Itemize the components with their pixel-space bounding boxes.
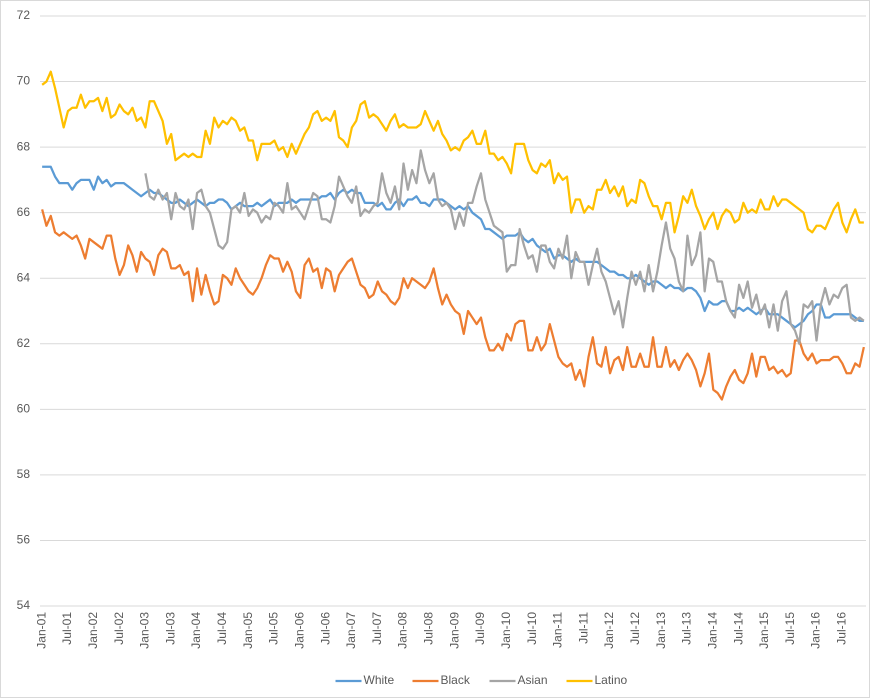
legend-item: White: [335, 673, 395, 687]
legend-label: White: [364, 673, 395, 687]
y-tick-label: 62: [17, 336, 31, 350]
x-tick-label: Jul-09: [473, 612, 487, 645]
x-tick-label: Jul-16: [835, 612, 849, 645]
x-tick-label: Jul-01: [60, 612, 74, 645]
x-tick-label: Jan-05: [241, 612, 255, 649]
x-tick-label: Jan-04: [189, 612, 203, 649]
x-tick-label: Jul-15: [783, 612, 797, 645]
x-tick-label: Jan-06: [292, 612, 306, 649]
legend-label: Asian: [518, 673, 548, 687]
y-tick-label: 60: [17, 402, 31, 416]
x-tick-label: Jan-12: [602, 612, 616, 649]
legend: White Black Asian Latino: [335, 673, 628, 687]
y-tick-label: 72: [17, 8, 31, 22]
x-tick-label: Jul-07: [370, 612, 384, 645]
y-tick-label: 68: [17, 139, 31, 153]
x-tick-label: Jan-11: [551, 612, 565, 648]
x-tick-label: Jan-08: [396, 612, 410, 649]
series-line: [41, 70, 864, 234]
legend-label: Black: [441, 673, 471, 687]
x-tick-label: Jul-13: [680, 612, 694, 645]
y-tick-label: 56: [17, 533, 31, 547]
x-tick-label: Jul-10: [525, 612, 539, 645]
x-tick-label: Jan-13: [654, 612, 668, 649]
y-tick-label: 54: [17, 598, 31, 612]
series-line: [144, 149, 865, 345]
x-tick-label: Jan-14: [705, 612, 719, 649]
x-tick-label: Jan-07: [344, 612, 358, 649]
legend-label: Latino: [595, 673, 628, 687]
y-tick-label: 66: [17, 205, 31, 219]
x-tick-label: Jan-10: [499, 612, 513, 649]
x-tick-label: Jan-16: [809, 612, 823, 649]
legend-item: Black: [412, 673, 471, 687]
x-tick-label: Jul-02: [112, 612, 126, 645]
legend-item: Latino: [566, 673, 628, 687]
x-tick-label: Jul-14: [731, 612, 745, 645]
x-tick-label: Jan-03: [138, 612, 152, 649]
x-tick-label: Jul-12: [628, 612, 642, 645]
y-tick-label: 70: [17, 74, 31, 88]
x-tick-label: Jul-08: [422, 612, 436, 645]
x-tick-label: Jul-04: [215, 612, 229, 645]
x-tick-label: Jul-03: [163, 612, 177, 645]
legend-item: Asian: [489, 673, 548, 687]
x-tick-label: Jan-02: [86, 612, 100, 649]
x-tick-label: Jul-06: [318, 612, 332, 645]
x-tick-label: Jul-11: [576, 612, 590, 644]
x-tick-label: Jan-15: [757, 612, 771, 649]
x-tick-label: Jan-09: [447, 612, 461, 649]
y-tick-label: 58: [17, 467, 31, 481]
series-line: [41, 209, 865, 401]
y-tick-label: 64: [17, 270, 31, 284]
x-tick-label: Jul-05: [267, 612, 281, 645]
x-tick-label: Jan-01: [34, 612, 48, 649]
